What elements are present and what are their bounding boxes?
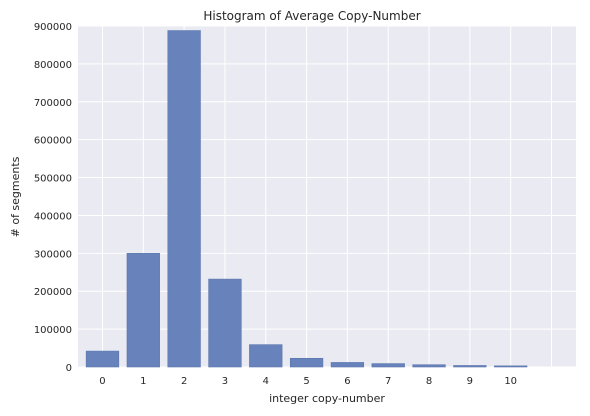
y-tick-label: 500000 (34, 174, 72, 185)
y-tick-label: 100000 (34, 325, 72, 336)
x-tick-label: 1 (140, 376, 146, 387)
x-tick-label: 3 (222, 376, 228, 387)
y-tick-label: 0 (66, 363, 72, 374)
y-tick-label: 400000 (34, 211, 72, 222)
x-tick-label: 9 (467, 376, 473, 387)
y-tick-label: 200000 (34, 287, 72, 298)
bar-6 (330, 362, 365, 368)
y-tick-labels: 0 100000 200000 300000 400000 500000 600000 700… (34, 22, 72, 374)
y-tick-label: 300000 (34, 249, 72, 260)
x-axis-label: integer copy-number (269, 392, 385, 405)
x-tick-label: 7 (385, 376, 391, 387)
y-tick-label: 900000 (34, 22, 72, 33)
y-tick-label: 800000 (34, 60, 72, 71)
bars (85, 30, 528, 368)
bar-5 (289, 357, 324, 368)
y-axis-label: # of segments (9, 156, 22, 237)
x-tick-label: 8 (426, 376, 432, 387)
x-tick-label: 6 (344, 376, 350, 387)
bar-1 (126, 253, 160, 368)
x-tick-label: 2 (181, 376, 187, 387)
bar-7 (371, 363, 405, 368)
x-tick-labels: 0 1 2 3 4 5 6 7 8 9 10 (99, 376, 517, 387)
bar-4 (249, 344, 283, 368)
y-tick-label: 600000 (34, 136, 72, 147)
chart-title: Histogram of Average Copy-Number (203, 9, 420, 23)
bar-2 (167, 30, 201, 368)
bar-0 (85, 350, 120, 368)
y-tick-label: 700000 (34, 98, 72, 109)
bar-9 (453, 365, 487, 368)
plot-area (78, 26, 576, 367)
bar-8 (412, 364, 446, 368)
grid-lines (78, 25, 576, 368)
x-tick-label: 4 (263, 376, 269, 387)
x-tick-label: 0 (99, 376, 105, 387)
bar-10 (494, 365, 528, 368)
x-tick-label: 5 (303, 376, 309, 387)
bar-3 (208, 278, 242, 368)
x-tick-label: 10 (504, 376, 517, 387)
